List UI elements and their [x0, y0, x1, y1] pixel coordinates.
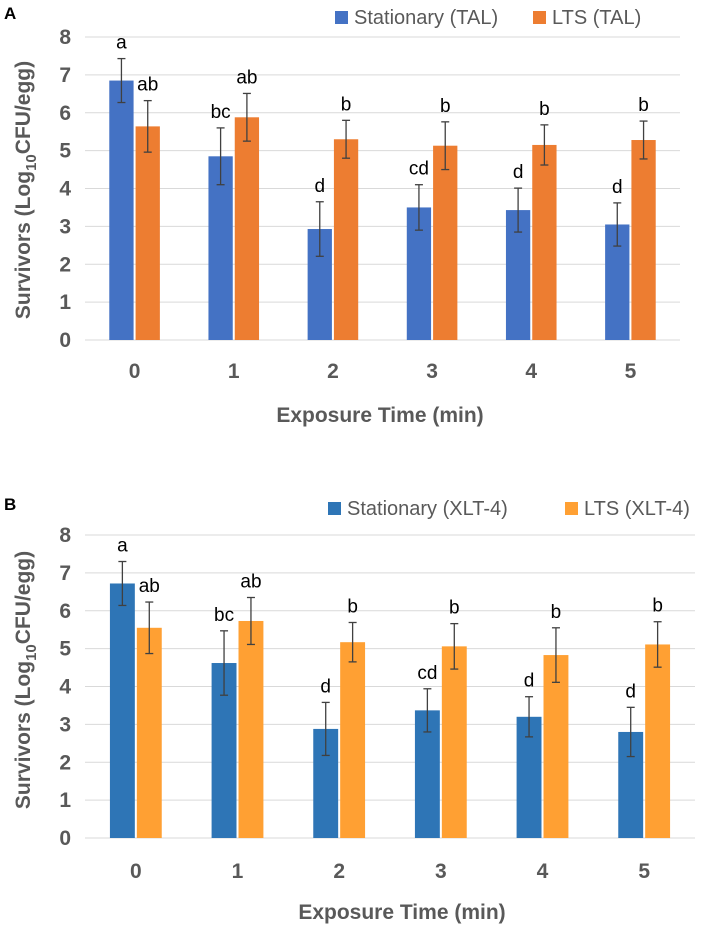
bar-a-s1-2	[333, 139, 359, 340]
significance-label-b-s1-0: ab	[139, 576, 160, 597]
x-tick-label-a-3: 3	[426, 360, 438, 383]
bar-b-s1-3	[441, 646, 467, 838]
y-axis-title-a: Survivors (Log10CFU/egg)	[12, 61, 40, 319]
plot-area-b: 0 1 2 3 4 5 6 7 8 0 1 2 3 4 5 a bc d cd d d ab ab b b b b	[59, 524, 695, 883]
x-tick-label-b-3: 3	[435, 860, 447, 883]
x-tick-label-b-5: 5	[638, 860, 650, 883]
bar-a-s1-0	[135, 126, 160, 340]
y-tick-label-b-7: 7	[59, 562, 71, 585]
x-tick-label-a-1: 1	[228, 360, 240, 383]
y-tick-label-b-8: 8	[59, 524, 71, 547]
significance-label-a-s0-4: d	[513, 162, 524, 183]
x-axis-title-b: Exposure Time (min)	[298, 901, 505, 924]
significance-label-a-s1-1: ab	[236, 67, 257, 88]
bar-b-s1-0	[136, 627, 162, 838]
y-tick-label-a-2: 2	[59, 253, 71, 276]
significance-label-a-s0-0: a	[116, 33, 127, 54]
panel-label-a: A	[4, 4, 16, 23]
bar-b-s1-4	[543, 655, 569, 838]
bar-a-s0-1	[208, 156, 233, 340]
significance-label-a-s1-4: b	[539, 99, 550, 120]
y-tick-label-a-0: 0	[59, 329, 71, 352]
significance-label-b-s1-4: b	[551, 602, 562, 623]
plot-area-a: 0 1 2 3 4 5 6 7 8 0 1 2 3 4 5 a bc d cd d d ab ab b b b b	[59, 26, 680, 383]
y-tick-label-a-5: 5	[59, 140, 71, 163]
y-tick-label-a-3: 3	[59, 215, 71, 238]
y-axis-title-b-sub: 10	[23, 644, 40, 661]
significance-label-b-s1-2: b	[347, 596, 358, 617]
y-axis-title-b-suffix: CFU/egg)	[12, 551, 35, 644]
significance-label-b-s0-0: a	[117, 536, 128, 557]
significance-label-b-s0-1: bc	[214, 605, 234, 626]
significance-label-a-s0-1: bc	[211, 102, 231, 123]
bar-b-s1-2	[340, 642, 366, 838]
bar-b-s0-0	[109, 583, 135, 838]
bar-a-s1-1	[234, 117, 260, 340]
legend-swatch-b-0	[328, 502, 341, 515]
y-axis-title-b: Survivors (Log10CFU/egg)	[12, 551, 40, 809]
y-axis-title-b-prefix: Survivors (Log	[12, 661, 35, 809]
y-tick-label-a-1: 1	[59, 291, 71, 314]
significance-label-b-s0-3: cd	[417, 663, 437, 684]
y-tick-label-b-5: 5	[59, 638, 71, 661]
x-tick-label-b-0: 0	[130, 860, 142, 883]
x-tick-label-a-2: 2	[327, 360, 339, 383]
bar-a-s1-3	[433, 145, 458, 340]
y-tick-label-b-6: 6	[59, 600, 71, 623]
legend-label-b-0: Stationary (XLT-4)	[347, 498, 508, 520]
x-tick-label-a-4: 4	[525, 360, 537, 383]
x-tick-label-b-1: 1	[232, 860, 244, 883]
y-tick-label-b-3: 3	[59, 713, 71, 736]
significance-label-b-s0-5: d	[625, 681, 636, 702]
legend-swatch-a-0	[335, 11, 348, 24]
bar-a-s1-4	[532, 144, 557, 340]
significance-label-a-s1-0: ab	[137, 75, 158, 96]
bar-b-s1-1	[238, 620, 264, 838]
significance-label-b-s1-1: ab	[240, 571, 261, 592]
y-tick-label-b-4: 4	[59, 676, 71, 699]
y-axis-title-a-sub: 10	[23, 154, 40, 171]
legend-label-b-1: LTS (XLT-4)	[584, 498, 690, 520]
y-tick-label-b-2: 2	[59, 751, 71, 774]
significance-label-a-s0-2: d	[314, 176, 325, 197]
x-tick-label-a-0: 0	[129, 360, 141, 383]
x-tick-label-b-4: 4	[537, 860, 549, 883]
y-tick-label-b-0: 0	[59, 827, 71, 850]
y-tick-label-a-8: 8	[59, 26, 71, 49]
y-tick-label-a-6: 6	[59, 102, 71, 125]
x-axis-title-a: Exposure Time (min)	[276, 404, 483, 427]
significance-label-a-s1-2: b	[341, 94, 352, 115]
bar-a-s0-0	[109, 80, 134, 341]
legend-swatch-b-1	[565, 502, 578, 515]
significance-label-a-s0-5: d	[612, 177, 623, 198]
y-tick-label-a-4: 4	[59, 178, 71, 201]
panel-label-b: B	[4, 495, 16, 514]
significance-label-b-s1-3: b	[449, 598, 460, 619]
significance-label-a-s0-3: cd	[409, 159, 429, 180]
x-tick-label-b-2: 2	[333, 860, 345, 883]
legend-label-a-1: LTS (TAL)	[552, 7, 641, 29]
significance-label-a-s1-5: b	[638, 95, 649, 116]
significance-label-b-s0-2: d	[320, 676, 331, 697]
significance-label-a-s1-3: b	[440, 96, 451, 117]
y-tick-label-a-7: 7	[59, 64, 71, 87]
x-tick-label-a-5: 5	[625, 360, 637, 383]
legend-swatch-a-1	[533, 11, 546, 24]
significance-label-b-s1-5: b	[652, 596, 663, 617]
bar-a-s1-5	[631, 140, 656, 340]
significance-label-b-s0-4: d	[524, 671, 535, 692]
bar-b-s1-5	[645, 644, 671, 838]
legend-label-a-0: Stationary (TAL)	[354, 7, 498, 29]
y-axis-title-a-suffix: CFU/egg)	[12, 61, 35, 154]
y-axis-title-a-prefix: Survivors (Log	[12, 171, 35, 319]
y-tick-label-b-1: 1	[59, 789, 71, 812]
